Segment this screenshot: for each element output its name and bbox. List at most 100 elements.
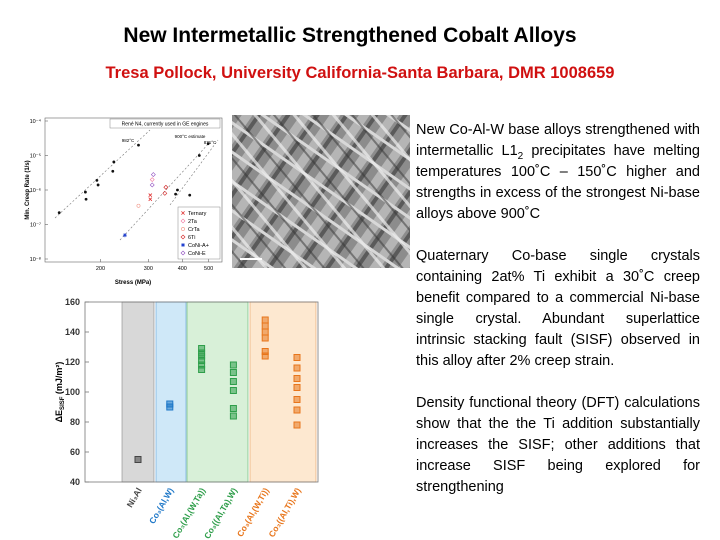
data-point [174, 192, 178, 196]
data-point [148, 197, 153, 202]
x-tick-label: Co₃((Al,Ti),W) [266, 486, 302, 539]
y-axis-label: Min. Creep Rate (1/s) [25, 160, 31, 219]
data-point [166, 403, 174, 411]
y-tick-label: 40 [70, 477, 80, 487]
data-point [148, 193, 153, 198]
data-point [57, 211, 61, 215]
y-axis-label: ΔESISF (mJ/m²) [54, 362, 66, 423]
x-tick-label: 300 [144, 266, 153, 272]
data-point [229, 405, 237, 412]
x-tick-label: 200 [96, 266, 105, 272]
paragraph: Quaternary Co-base single crystals conta… [416, 246, 700, 372]
data-point [229, 412, 237, 420]
data-point [261, 352, 269, 360]
legend-swatch [181, 211, 185, 215]
data-point [149, 177, 155, 183]
legend-label: 6Ti [188, 235, 195, 241]
data-point [111, 169, 115, 173]
data-point [229, 378, 237, 385]
y-tick-label: 10⁻⁴ [30, 118, 42, 125]
legend-label: CoNi-A+ [188, 243, 209, 249]
data-point [83, 190, 87, 194]
data-point [261, 316, 269, 324]
paragraph: Density functional theory (DFT) calculat… [416, 393, 700, 498]
annotation: 982°C [122, 138, 135, 143]
legend-swatch [181, 243, 185, 247]
text-column: New Co-Al-W base alloys strengthened wit… [416, 120, 700, 519]
x-tick-label: Ni₃Al [125, 486, 144, 509]
text: (mJ/m²) [54, 362, 64, 397]
legend-header: René N4, currently used in GE engines [122, 122, 209, 128]
y-tick-label: 120 [65, 357, 80, 367]
y-tick-label: 10⁻⁸ [30, 256, 41, 263]
slide-subtitle: Tresa Pollock, University California-San… [105, 64, 615, 82]
data-point [149, 182, 155, 188]
text: Density functional theory (DFT) calculat… [416, 395, 700, 495]
legend-label: CrTa [188, 227, 201, 233]
data-point [293, 354, 301, 361]
data-point [137, 143, 140, 147]
figures: 200 300 400 500 10⁻⁴ 10⁻⁵ 10⁻⁶ 10⁻⁷ 10⁻⁸ Stress (… [20, 114, 410, 540]
subscript: SISF [60, 396, 66, 410]
data-point [112, 160, 116, 164]
x-tick-label: 500 [204, 266, 213, 272]
data-point [96, 183, 100, 187]
x-tick-label: Co₃(Al,W) [147, 486, 176, 526]
slide-title: New Intermetallic Strengthened Cobalt Al… [123, 24, 577, 47]
y-tick-label: 80 [70, 417, 80, 427]
data-point [261, 328, 269, 336]
y-tick-label: 60 [70, 447, 80, 457]
x-tick-label: Co₃(Al,(W,Ti)) [235, 486, 271, 539]
y-tick-label: 10⁻⁶ [30, 187, 41, 194]
data-point [198, 366, 206, 373]
data-point [84, 197, 88, 201]
data-point [229, 361, 237, 369]
data-point [122, 233, 127, 238]
y-tick-label: 160 [65, 297, 80, 307]
data-point [134, 456, 142, 463]
y-tick-label: 10⁻⁵ [30, 153, 41, 160]
chart-panel [20, 114, 228, 290]
data-point [176, 188, 179, 192]
legend-swatch [180, 234, 186, 240]
data-point [95, 178, 99, 182]
text: New Co-Al-W base alloys strengthened wit… [416, 122, 700, 159]
text: Quaternary Co-base single crystals conta… [416, 248, 700, 369]
annotation: 871°C [204, 140, 217, 145]
text: ΔE [54, 410, 64, 422]
legend-box [177, 206, 221, 260]
y-tick-label: 100 [65, 387, 80, 397]
data-point [293, 421, 301, 429]
data-point [163, 184, 169, 190]
data-point [293, 406, 301, 414]
data-point [293, 396, 301, 403]
legend-label: 2Ta [188, 219, 198, 225]
data-point [136, 203, 141, 208]
paragraph: New Co-Al-W base alloys strengthened wit… [416, 120, 700, 225]
legend-swatch [180, 250, 186, 256]
annotation: 900°C estimate [175, 134, 206, 139]
y-tick-label: 10⁻⁷ [30, 222, 41, 229]
data-point [197, 154, 201, 157]
data-point [150, 172, 156, 177]
legend-label: CoNi-E [188, 251, 206, 257]
x-tick-label: Co₃((Al,Ta),W) [202, 486, 239, 540]
data-point [261, 322, 269, 330]
legend-swatch [181, 227, 185, 231]
data-point [293, 375, 301, 382]
micrograph [232, 115, 410, 268]
x-tick-label: Co₃(Al,(W,Ta)) [170, 486, 207, 540]
category-bands [121, 301, 317, 483]
trend-lines [54, 129, 219, 241]
legend-swatch [180, 218, 186, 224]
legend-label: Ternary [188, 211, 207, 217]
data-point [229, 387, 237, 394]
data-point [261, 334, 269, 342]
x-tick-label: 400 [178, 266, 187, 272]
data-point [293, 364, 301, 372]
x-axis-label: Stress (MPa) [115, 280, 151, 286]
text: precipitates have melting temperatures 1… [416, 143, 700, 222]
data-point [188, 193, 192, 197]
subscript: 2 [517, 150, 524, 162]
